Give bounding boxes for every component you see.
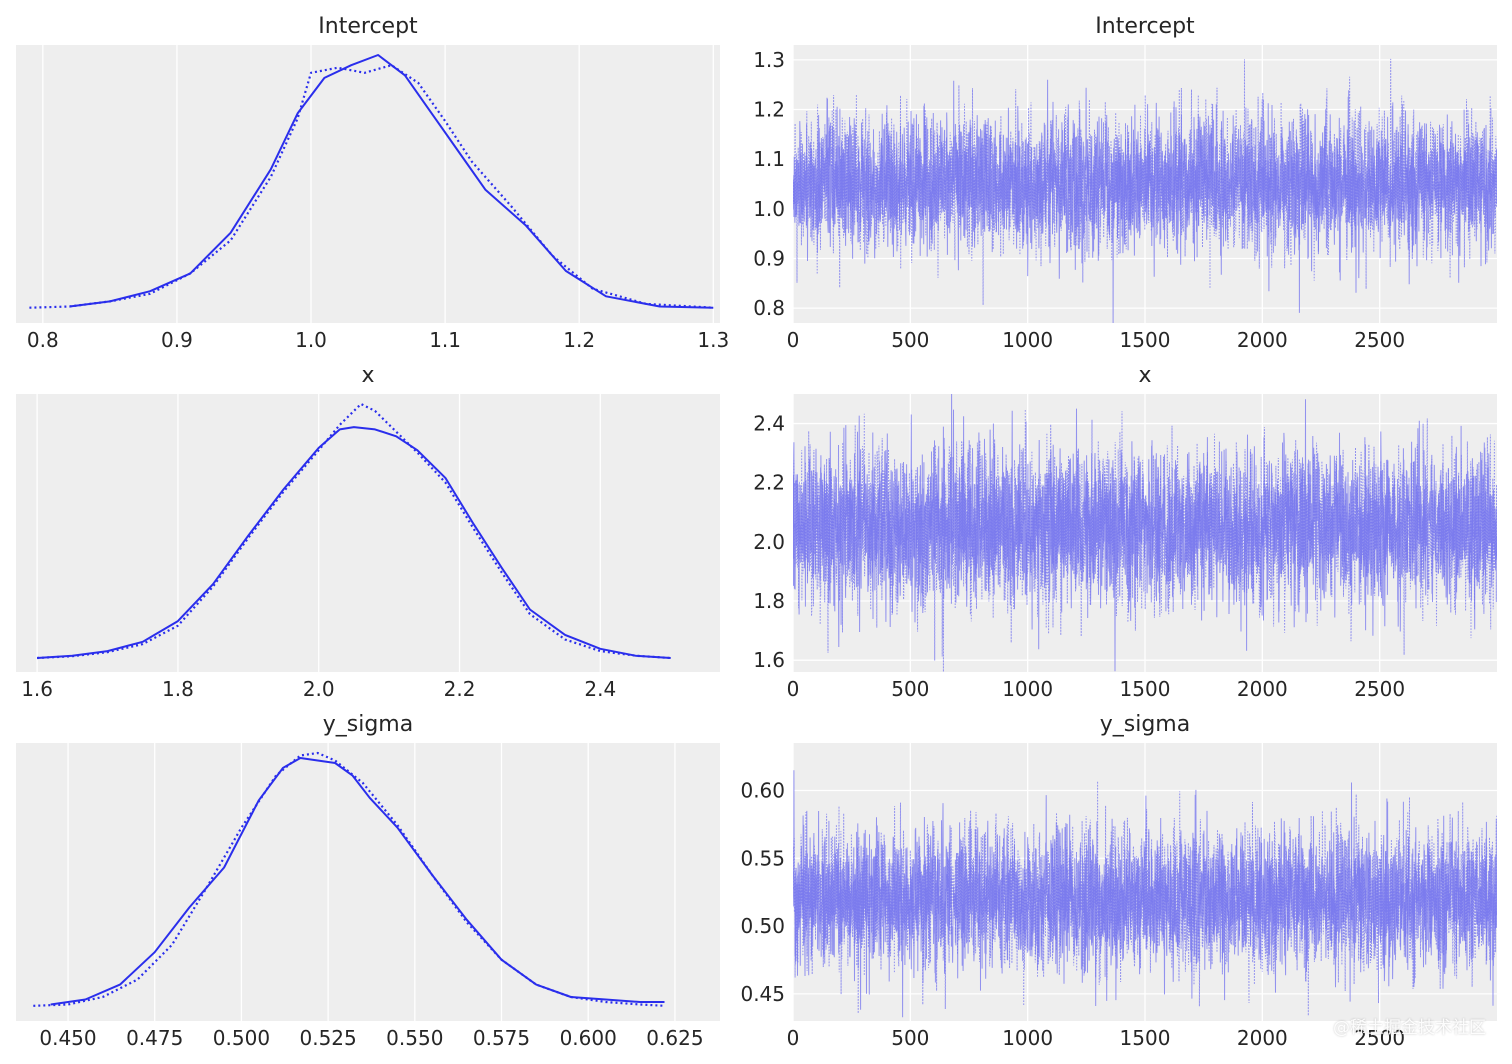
x-tick-label: 0.550 <box>386 1026 443 1050</box>
y-tick-label: 0.45 <box>740 982 785 1006</box>
x-tick-label: 1000 <box>1002 677 1053 701</box>
x-tick-label: 500 <box>891 677 929 701</box>
y-tick-label: 0.8 <box>753 296 785 320</box>
kde-line-chain-0 <box>37 426 671 659</box>
watermark: @稀土掘金技术社区 <box>1333 1018 1486 1038</box>
x-tick-label: 500 <box>891 328 929 352</box>
y-tick-label: 1.8 <box>753 589 785 613</box>
x-tick-label: 2.4 <box>584 677 616 701</box>
x-tick-label: 0.8 <box>27 328 59 352</box>
y-tick-label: 0.50 <box>740 914 785 938</box>
x-tick-label: 0.575 <box>473 1026 530 1050</box>
y-tick-label: 0.55 <box>740 846 785 870</box>
y-tick-label: 2.0 <box>753 530 785 554</box>
x-tick-label: 0.625 <box>646 1026 703 1050</box>
panel-trace-y_sigma: 0 500 1000 1500 2000 2500 0.45 0.50 0.55 0.60 y_si… <box>740 712 1497 1050</box>
plot-background <box>16 743 720 1021</box>
y-tick-label: 0.9 <box>753 246 785 270</box>
x-tick-label: 0.475 <box>126 1026 183 1050</box>
y-tick-label: 1.6 <box>753 648 785 672</box>
x-tick-label: 0.500 <box>213 1026 270 1050</box>
x-tick-label: 2000 <box>1237 328 1288 352</box>
x-tick-label: 1500 <box>1120 328 1171 352</box>
x-tick-label: 0.9 <box>161 328 193 352</box>
y-tick-label: 0.60 <box>740 778 785 802</box>
trace-line-chain-1 <box>793 58 1497 306</box>
x-tick-label: 1.8 <box>162 677 194 701</box>
trace-line-chain-1 <box>793 781 1497 1016</box>
x-tick-label: 0.525 <box>299 1026 356 1050</box>
panel-kde-Intercept: 0.8 0.9 1.0 1.1 1.2 1.3 Intercept <box>16 14 729 352</box>
x-tick-label: 0.450 <box>39 1026 96 1050</box>
panel-title: x <box>1138 363 1151 388</box>
x-tick-label: 2.2 <box>444 677 476 701</box>
x-tick-label: 1.6 <box>21 677 53 701</box>
x-tick-label: 1000 <box>1002 328 1053 352</box>
y-tick-label: 1.0 <box>753 197 785 221</box>
x-tick-label: 1.2 <box>563 328 595 352</box>
kde-line-chain-1 <box>29 64 714 309</box>
panel-kde-x: 1.6 1.8 2.0 2.2 2.4 x <box>16 363 720 701</box>
x-tick-label: 2500 <box>1354 677 1405 701</box>
y-tick-label: 1.3 <box>753 48 785 72</box>
y-tick-label: 2.4 <box>753 412 785 436</box>
x-tick-label: 2000 <box>1237 1026 1288 1050</box>
x-tick-label: 1000 <box>1002 1026 1053 1050</box>
x-tick-label: 2.0 <box>303 677 335 701</box>
x-tick-label: 1.3 <box>697 328 729 352</box>
trace-line-chain-1 <box>793 409 1497 672</box>
panel-title: y_sigma <box>1100 712 1190 737</box>
x-tick-label: 1500 <box>1120 677 1171 701</box>
panel-title: Intercept <box>1095 14 1195 39</box>
x-tick-label: 2000 <box>1237 677 1288 701</box>
x-tick-label: 0.600 <box>560 1026 617 1050</box>
panel-trace-x: 0 500 1000 1500 2000 2500 1.6 1.8 2.0 2.2 2.4 x <box>753 363 1497 701</box>
panel-title: Intercept <box>318 14 418 39</box>
kde-line-chain-1 <box>37 402 671 660</box>
x-tick-label: 500 <box>891 1026 929 1050</box>
plot-background <box>16 45 720 323</box>
panel-kde-y_sigma: 0.450 0.475 0.500 0.525 0.550 0.575 0.600 0.625… <box>16 712 720 1050</box>
x-tick-label: 0 <box>787 328 800 352</box>
plot-background <box>16 394 720 672</box>
x-tick-label: 1.1 <box>429 328 461 352</box>
y-tick-label: 1.2 <box>753 98 785 122</box>
panel-trace-Intercept: 0 500 1000 1500 2000 2500 0.8 0.9 1.0 1.1 1.2 1.3 In… <box>753 14 1497 352</box>
x-tick-label: 1500 <box>1120 1026 1171 1050</box>
x-tick-label: 2500 <box>1354 1026 1405 1050</box>
y-tick-label: 1.1 <box>753 147 785 171</box>
panel-title: x <box>361 363 374 388</box>
panel-title: y_sigma <box>323 712 413 737</box>
kde-line-chain-1 <box>33 751 665 1007</box>
x-tick-label: 1.0 <box>295 328 327 352</box>
x-tick-label: 0 <box>787 1026 800 1050</box>
x-tick-label: 2500 <box>1354 328 1405 352</box>
x-tick-label: 0 <box>787 677 800 701</box>
y-tick-label: 2.2 <box>753 471 785 495</box>
